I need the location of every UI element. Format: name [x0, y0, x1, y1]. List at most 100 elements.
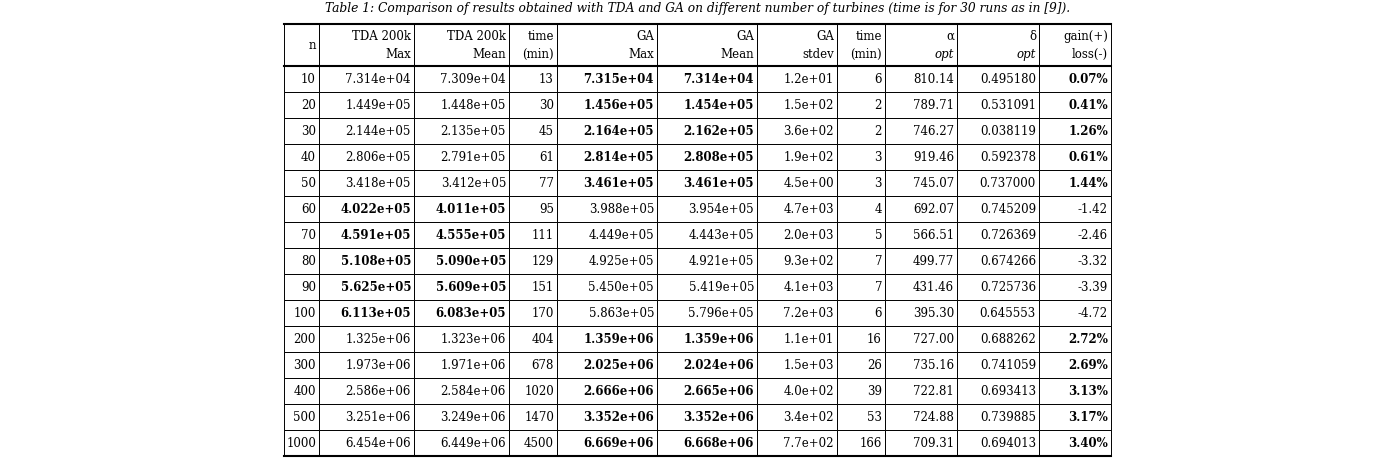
Bar — [557, 118, 657, 144]
Bar — [837, 66, 884, 92]
Bar — [509, 248, 557, 274]
Text: 53: 53 — [868, 410, 882, 424]
Text: 5.863e+05: 5.863e+05 — [589, 307, 654, 319]
Bar — [285, 66, 319, 92]
Bar — [319, 118, 414, 144]
Bar — [557, 378, 657, 404]
Text: 400: 400 — [293, 385, 317, 398]
Text: 61: 61 — [538, 151, 554, 164]
Text: 2.135e+05: 2.135e+05 — [441, 124, 506, 137]
Bar — [319, 248, 414, 274]
Text: 1.448e+05: 1.448e+05 — [441, 98, 506, 112]
Bar — [957, 378, 1039, 404]
Bar — [757, 66, 837, 92]
Text: TDA 200k: TDA 200k — [446, 30, 506, 43]
Bar — [414, 92, 509, 118]
Text: 724.88: 724.88 — [914, 410, 954, 424]
Text: 3.40%: 3.40% — [1069, 437, 1108, 449]
Bar — [837, 144, 884, 170]
Text: 727.00: 727.00 — [912, 333, 954, 346]
Bar — [557, 144, 657, 170]
Text: 3.17%: 3.17% — [1069, 410, 1108, 424]
Text: 745.07: 745.07 — [912, 176, 954, 189]
Text: α: α — [946, 30, 954, 43]
Bar — [657, 144, 757, 170]
Text: 2: 2 — [875, 98, 882, 112]
Text: 3.352e+06: 3.352e+06 — [583, 410, 654, 424]
Bar — [884, 248, 957, 274]
Text: 6.669e+06: 6.669e+06 — [583, 437, 654, 449]
Bar — [319, 24, 414, 66]
Text: 735.16: 735.16 — [912, 358, 954, 371]
Text: 2.806e+05: 2.806e+05 — [346, 151, 412, 164]
Text: 7: 7 — [875, 280, 882, 294]
Bar — [557, 326, 657, 352]
Text: -4.72: -4.72 — [1078, 307, 1108, 319]
Text: 2.814e+05: 2.814e+05 — [583, 151, 654, 164]
Text: 2.69%: 2.69% — [1069, 358, 1108, 371]
Text: 0.726369: 0.726369 — [979, 228, 1036, 242]
Text: 2.164e+05: 2.164e+05 — [583, 124, 654, 137]
Text: 1.5e+02: 1.5e+02 — [784, 98, 834, 112]
Text: 4.591e+05: 4.591e+05 — [340, 228, 412, 242]
Text: 2.584e+06: 2.584e+06 — [441, 385, 506, 398]
Bar — [509, 300, 557, 326]
Text: time: time — [855, 30, 882, 43]
Text: 0.745209: 0.745209 — [979, 203, 1036, 215]
Bar — [557, 248, 657, 274]
Bar — [414, 326, 509, 352]
Text: 404: 404 — [531, 333, 554, 346]
Text: 6.454e+06: 6.454e+06 — [346, 437, 412, 449]
Bar — [957, 222, 1039, 248]
Text: 5.419e+05: 5.419e+05 — [689, 280, 755, 294]
Text: 3.954e+05: 3.954e+05 — [688, 203, 755, 215]
Text: 5.609e+05: 5.609e+05 — [435, 280, 506, 294]
Text: 77: 77 — [538, 176, 554, 189]
Text: 3.461e+05: 3.461e+05 — [684, 176, 755, 189]
Text: 7.314e+04: 7.314e+04 — [684, 73, 755, 85]
Bar — [657, 430, 757, 456]
Bar — [285, 352, 319, 378]
Bar — [285, 222, 319, 248]
Bar — [319, 378, 414, 404]
Text: 7.309e+04: 7.309e+04 — [441, 73, 506, 85]
Bar — [837, 196, 884, 222]
Text: 3.352e+06: 3.352e+06 — [684, 410, 755, 424]
Text: 39: 39 — [868, 385, 882, 398]
Text: 2.72%: 2.72% — [1069, 333, 1108, 346]
Bar — [319, 352, 414, 378]
Text: 7.314e+04: 7.314e+04 — [346, 73, 412, 85]
Text: 95: 95 — [538, 203, 554, 215]
Bar — [957, 118, 1039, 144]
Bar — [1039, 196, 1110, 222]
Text: (min): (min) — [851, 48, 882, 61]
Bar — [1039, 404, 1110, 430]
Bar — [837, 404, 884, 430]
Bar — [1039, 92, 1110, 118]
Bar — [757, 24, 837, 66]
Text: 678: 678 — [531, 358, 554, 371]
Text: 1.5e+03: 1.5e+03 — [784, 358, 834, 371]
Text: 166: 166 — [859, 437, 882, 449]
Text: -3.32: -3.32 — [1078, 255, 1108, 267]
Text: 3: 3 — [875, 151, 882, 164]
Text: 10: 10 — [301, 73, 317, 85]
Bar — [757, 92, 837, 118]
Text: 789.71: 789.71 — [912, 98, 954, 112]
Text: Mean: Mean — [720, 48, 755, 61]
Text: 0.592378: 0.592378 — [981, 151, 1036, 164]
Bar — [657, 248, 757, 274]
Text: 0.688262: 0.688262 — [981, 333, 1036, 346]
Text: opt: opt — [1017, 48, 1036, 61]
Text: 3.412e+05: 3.412e+05 — [441, 176, 506, 189]
Bar — [837, 378, 884, 404]
Text: 746.27: 746.27 — [912, 124, 954, 137]
Bar — [319, 300, 414, 326]
Text: 0.674266: 0.674266 — [979, 255, 1036, 267]
Text: 722.81: 722.81 — [914, 385, 954, 398]
Text: 200: 200 — [293, 333, 317, 346]
Text: 2.144e+05: 2.144e+05 — [346, 124, 412, 137]
Bar — [957, 24, 1039, 66]
Bar — [1039, 430, 1110, 456]
Bar — [285, 274, 319, 300]
